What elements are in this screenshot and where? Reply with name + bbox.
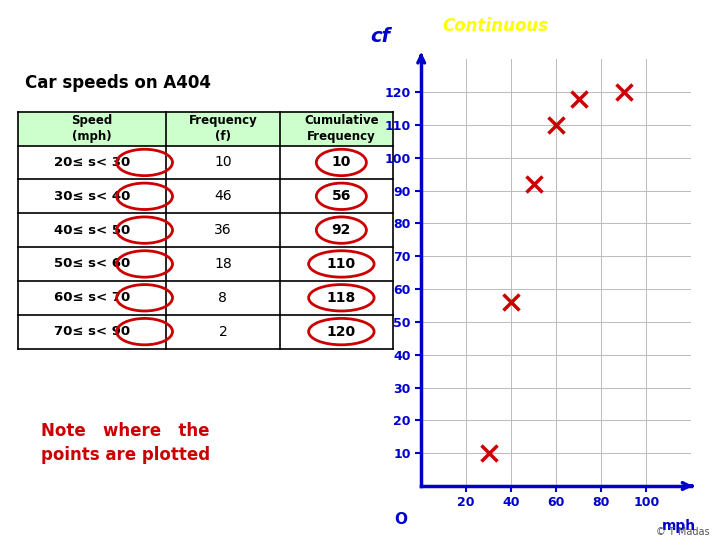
Text: Car speeds on A404: Car speeds on A404 [25,74,212,92]
Text: 118: 118 [327,291,356,305]
Text: cf: cf [371,28,391,46]
Text: mph: mph [662,519,696,533]
Text: 56: 56 [332,190,351,203]
Text: Data: Data [593,17,643,35]
Text: Cumulative Frequency Graphs for: Cumulative Frequency Graphs for [22,17,343,35]
Text: 10: 10 [214,156,232,170]
Text: 2: 2 [219,325,228,339]
Text: Speed
(mph): Speed (mph) [71,114,112,143]
Text: Note   where   the
points are plotted: Note where the points are plotted [41,422,210,463]
Text: 8: 8 [218,291,228,305]
Text: 30≤ s< 40: 30≤ s< 40 [54,190,130,203]
Text: 40≤ s< 50: 40≤ s< 50 [54,224,130,237]
Text: O: O [395,512,408,527]
Text: Frequency
(f): Frequency (f) [189,114,257,143]
Text: 70≤ s< 90: 70≤ s< 90 [54,325,130,338]
Text: © T Madas: © T Madas [656,527,709,537]
Bar [18,112,393,146]
Text: 36: 36 [214,223,232,237]
Text: 92: 92 [332,223,351,237]
Text: 50≤ s< 60: 50≤ s< 60 [54,258,130,271]
Text: 10: 10 [332,156,351,170]
Text: 110: 110 [327,257,356,271]
Text: Continuous: Continuous [443,17,549,35]
Text: Cumulative
Frequency: Cumulative Frequency [304,114,379,143]
Text: 20≤ s< 30: 20≤ s< 30 [54,156,130,169]
Text: 120: 120 [327,325,356,339]
Text: 18: 18 [214,257,232,271]
Text: 60≤ s< 70: 60≤ s< 70 [54,291,130,304]
Text: 46: 46 [214,190,232,203]
